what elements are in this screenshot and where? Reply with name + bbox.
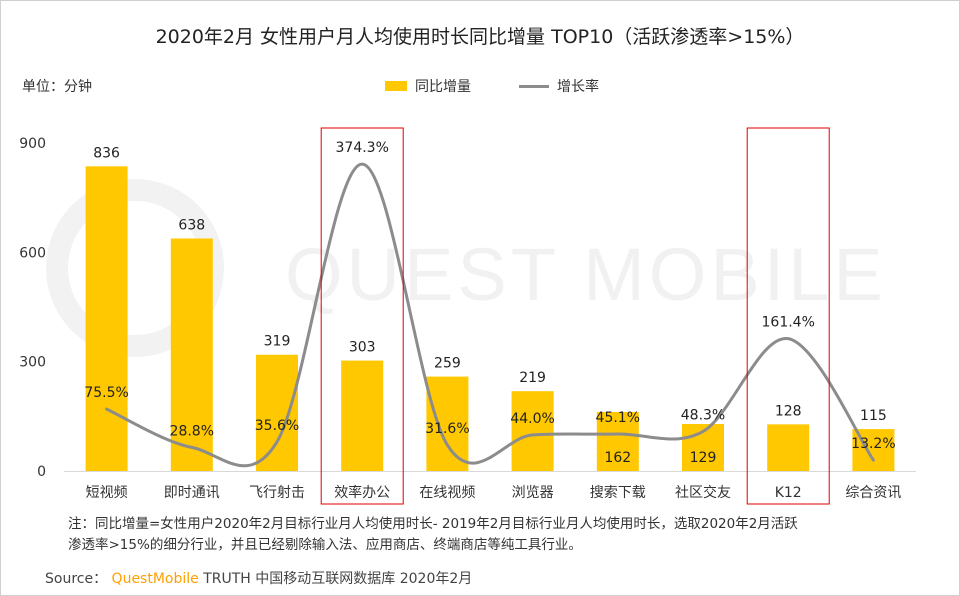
bar-data-label: 319 <box>264 334 291 350</box>
line-data-label: 161.4% <box>762 315 815 331</box>
x-category-label: 在线视频 <box>419 485 475 501</box>
line-data-label: 13.2% <box>851 436 895 452</box>
line-data-label: 45.1% <box>596 410 640 426</box>
x-category-label: 浏览器 <box>512 485 554 501</box>
x-category-label: 效率办公 <box>334 484 390 501</box>
bar-data-label: 836 <box>93 145 120 161</box>
source-prefix: Source： <box>45 571 108 587</box>
x-category-label: 社区交友 <box>675 484 731 501</box>
line-data-label: 28.8% <box>170 423 214 439</box>
x-category-label: 短视频 <box>86 485 128 501</box>
footnote-line-1: 注：同比增量=女性用户2020年2月目标行业月人均使用时长- 2019年2月目标… <box>68 516 798 532</box>
x-category-label: 综合资讯 <box>845 485 901 501</box>
legend-bar-label: 同比增量 <box>415 79 471 95</box>
bar <box>85 166 128 471</box>
y-tick-label: 300 <box>19 355 46 371</box>
watermark-logo <box>46 179 224 357</box>
x-category-label: 即时通讯 <box>164 485 220 501</box>
bar <box>256 354 298 471</box>
bar <box>426 376 469 471</box>
line-data-label: 75.5% <box>84 385 128 401</box>
bar-data-label: 129 <box>690 450 717 466</box>
bar <box>170 238 213 471</box>
growth-rate-line <box>105 162 875 468</box>
bar <box>511 391 554 471</box>
legend-line-label: 增长率 <box>557 79 599 95</box>
line-data-label: 44.0% <box>510 411 554 427</box>
y-tick-label: 600 <box>19 245 46 261</box>
line-data-label: 374.3% <box>336 140 389 156</box>
bar-data-label: 219 <box>519 370 546 386</box>
highlight-box <box>746 127 830 505</box>
source: Source： QuestMobile TRUTH 中国移动互联网数据库 202… <box>45 568 472 588</box>
x-category-label: 搜索下载 <box>590 484 646 501</box>
bar-data-label: 115 <box>860 408 887 424</box>
line-data-label: 31.6% <box>425 421 469 437</box>
watermark-text: QUEST MOBILE <box>285 233 887 316</box>
line-data-label: 48.3% <box>681 407 725 423</box>
legend-line-swatch <box>519 84 549 88</box>
x-category-label: K12 <box>775 485 802 501</box>
bar-data-label: 259 <box>434 356 461 372</box>
y-tick-label: 0 <box>37 464 46 480</box>
bar-data-label: 128 <box>775 403 802 419</box>
line-data-label: 35.6% <box>255 418 299 434</box>
legend-bar-swatch <box>385 81 407 91</box>
bar <box>341 360 384 471</box>
x-category-label: 飞行射击 <box>249 485 305 501</box>
highlight-box <box>320 127 404 505</box>
footnote: 注：同比增量=女性用户2020年2月目标行业月人均使用时长- 2019年2月目标… <box>68 514 948 556</box>
source-brand: QuestMobile <box>111 571 199 587</box>
chart-title: 2020年2月 女性用户月人均使用时长同比增量 TOP10（活跃渗透率>15%） <box>155 26 805 48</box>
unit-label: 单位：分钟 <box>22 79 92 95</box>
y-tick-label: 900 <box>19 136 46 152</box>
bar-data-label: 638 <box>178 217 205 233</box>
bar-data-label: 303 <box>349 340 376 356</box>
bar <box>596 411 639 471</box>
bar <box>767 424 810 471</box>
bar-data-label: 162 <box>604 450 631 466</box>
footnote-line-2: 渗透率>15%的细分行业，并且已经剔除输入法、应用商店、终端商店等纯工具行业。 <box>68 537 582 553</box>
source-rest: TRUTH 中国移动互联网数据库 2020年2月 <box>203 571 473 587</box>
legend: 同比增量 增长率 <box>385 76 599 96</box>
